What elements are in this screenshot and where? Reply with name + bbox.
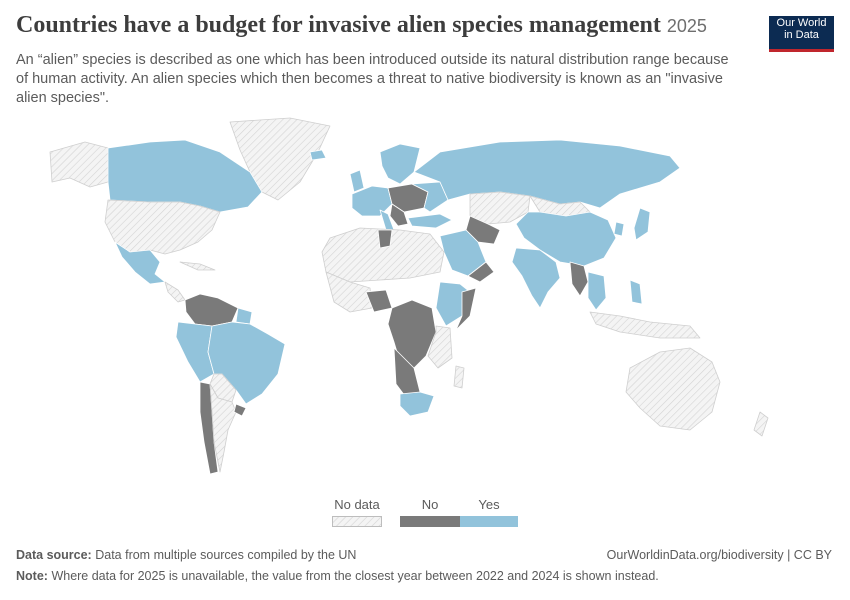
caribbean[interactable] [179, 261, 216, 271]
source-label: Data source: [16, 548, 92, 562]
chart-note: Note: Where data for 2025 is unavailable… [16, 569, 659, 583]
source-url-link[interactable]: OurWorldinData.org/biodiversity | CC BY [606, 548, 832, 562]
korea[interactable] [613, 221, 625, 237]
world-map[interactable] [0, 112, 850, 492]
mexico[interactable] [114, 241, 166, 285]
logo-line-2: in Data [784, 29, 819, 41]
note-label: Note: [16, 569, 48, 583]
east-africa[interactable] [427, 325, 453, 369]
india[interactable] [511, 247, 561, 309]
guianas[interactable] [235, 307, 253, 325]
central-africa[interactable] [387, 299, 437, 369]
argentina[interactable] [209, 383, 237, 473]
algeria-libya[interactable] [377, 229, 393, 249]
madagascar[interactable] [453, 365, 465, 389]
logo-line-1: Our World [776, 17, 827, 29]
north-africa[interactable] [321, 227, 445, 283]
western-europe[interactable] [351, 185, 393, 217]
united-states[interactable] [104, 199, 221, 255]
owid-logo[interactable]: Our World in Data [769, 16, 834, 52]
somalia[interactable] [455, 287, 477, 331]
indonesia[interactable] [589, 311, 701, 339]
chart-subtitle: An “alien” species is described as one w… [16, 52, 729, 106]
balkans[interactable] [389, 203, 409, 227]
scandinavia[interactable] [379, 143, 421, 185]
uruguay[interactable] [233, 403, 247, 417]
iceland[interactable] [309, 149, 327, 161]
turkey[interactable] [407, 213, 453, 229]
japan[interactable] [633, 207, 651, 241]
southeast-asia[interactable] [587, 271, 607, 311]
uk-ireland[interactable] [349, 169, 365, 193]
source-text: Data from multiple sources compiled by t… [95, 548, 357, 562]
russia[interactable] [413, 139, 681, 209]
chart-title: Countries have a budget for invasive ali… [16, 12, 661, 38]
alaska[interactable] [49, 141, 109, 188]
china[interactable] [515, 211, 617, 267]
greenland[interactable] [229, 117, 331, 201]
map-legend: No data No Yes [332, 497, 522, 529]
philippines[interactable] [629, 279, 643, 305]
legend-label-nodata: No data [334, 497, 380, 512]
australia[interactable] [625, 347, 721, 431]
central-america[interactable] [164, 281, 186, 303]
new-zealand[interactable] [753, 411, 769, 437]
south-africa[interactable] [399, 391, 435, 417]
chart-header: Countries have a budget for invasive ali… [16, 12, 736, 39]
legend-label-no: No [421, 497, 439, 512]
myanmar[interactable] [569, 261, 589, 297]
legend-label-yes: Yes [478, 497, 500, 512]
colombia-venezuela[interactable] [184, 293, 239, 327]
legend-swatch-no[interactable] [400, 516, 460, 527]
legend-swatch-nodata[interactable] [332, 516, 382, 527]
data-source: Data source: Data from multiple sources … [16, 548, 356, 562]
legend-swatch-yes[interactable] [460, 516, 518, 527]
note-text: Where data for 2025 is unavailable, the … [51, 569, 659, 583]
oman-yemen[interactable] [467, 261, 495, 283]
chart-year: 2025 [666, 16, 707, 36]
